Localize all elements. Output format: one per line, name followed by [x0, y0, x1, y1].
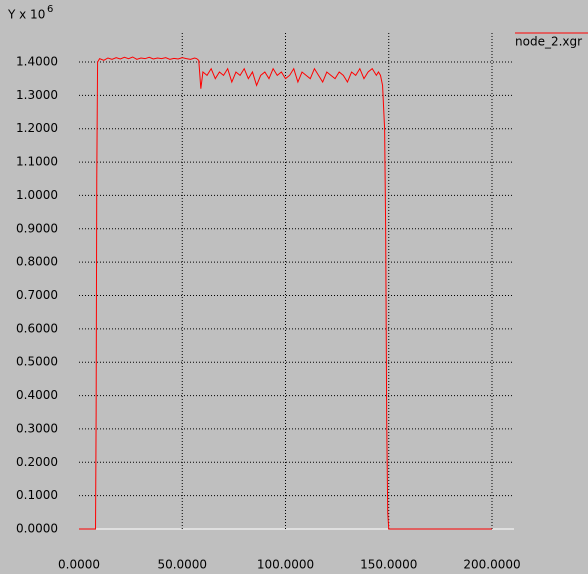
y-tick-label: 1.4000: [16, 55, 58, 69]
x-tick-label: 100.0000: [257, 558, 314, 572]
y-tick-label: 1.1000: [16, 155, 58, 169]
x-tick-label: 150.0000: [360, 558, 417, 572]
y-tick-label: 0.0000: [16, 522, 58, 536]
y-tick-label: 1.3000: [16, 88, 58, 102]
y-tick-label: 0.2000: [16, 455, 58, 469]
y-tick-label: 1.0000: [16, 188, 58, 202]
y-tick-label: 1.2000: [16, 121, 58, 135]
y-tick-label: 0.6000: [16, 321, 58, 335]
y-tick-label: 0.9000: [16, 221, 58, 235]
y-tick-label: 0.8000: [16, 255, 58, 269]
y-axis-label: Y x 10: [7, 8, 45, 22]
x-tick-label: 50.0000: [157, 558, 207, 572]
y-axis-exponent: 6: [47, 4, 53, 15]
y-tick-label: 0.3000: [16, 421, 58, 435]
y-tick-label: 0.1000: [16, 488, 58, 502]
y-tick-label: 0.7000: [16, 288, 58, 302]
legend-label: node_2.xgr: [515, 35, 582, 49]
y-tick-label: 0.4000: [16, 388, 58, 402]
x-tick-label: 200.0000: [463, 558, 520, 572]
y-tick-label: 0.5000: [16, 355, 58, 369]
data-line: [79, 56, 492, 530]
x-tick-label: 0.0000: [58, 558, 100, 572]
